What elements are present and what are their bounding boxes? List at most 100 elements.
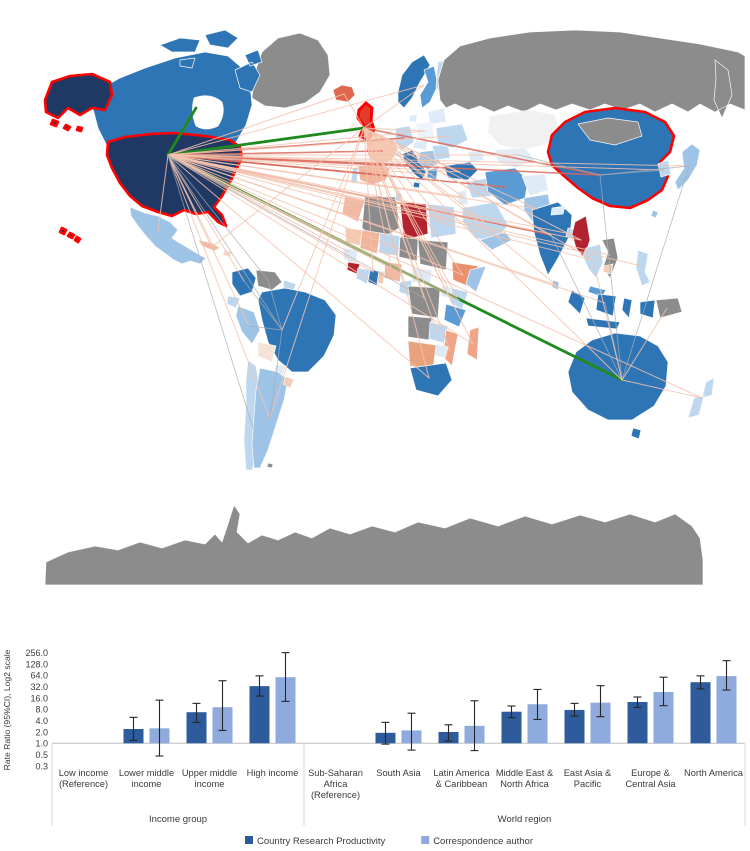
collab-line-uk-srilanka	[363, 127, 557, 286]
error-bar	[659, 676, 668, 707]
x-category-label: Latin America & Caribbean	[433, 768, 490, 789]
error-bar	[507, 705, 516, 719]
collab-line-usa-colombia	[167, 154, 245, 282]
collab-line-uk-nigeria	[363, 127, 392, 269]
collab-line-usa-philippines	[167, 154, 643, 267]
collab-line-uk-argentina	[269, 127, 365, 419]
x-category-label: Sub-Saharan Africa (Reference)	[308, 768, 363, 800]
bar-ca-9	[653, 692, 674, 744]
sweden	[419, 65, 439, 109]
venezuela	[255, 269, 283, 291]
error-bar	[381, 721, 390, 745]
collab-line-australia-india	[550, 234, 623, 381]
collab-line-usa-korea	[167, 154, 665, 171]
collab-line-uk-madagascar	[363, 127, 474, 345]
portugal	[350, 166, 359, 184]
collab-line-usa-kenya	[167, 154, 458, 298]
collab-line-usa-ethiopia	[167, 154, 464, 276]
error-bar	[192, 702, 201, 723]
x-category-label: South Asia	[376, 768, 421, 778]
canada-arctic-islands	[159, 29, 263, 93]
error-bar	[444, 724, 453, 742]
collab-line-usa-iran	[167, 154, 507, 188]
taiwan	[650, 209, 659, 219]
collab-line-uk-ethiopia	[363, 127, 464, 276]
collab-line-usa-ukraine	[167, 135, 452, 156]
world-collaboration-map	[43, 29, 746, 586]
collab-line-usa-pakistan	[167, 154, 538, 210]
collab-line-usa-drc	[167, 154, 425, 299]
bar-crp-2	[186, 712, 207, 744]
y-tick-label: 128.0	[25, 659, 48, 669]
ukraine	[435, 123, 469, 149]
error-bar	[281, 652, 290, 702]
collab-line-uk-brazil	[281, 127, 365, 331]
hawaii	[58, 226, 82, 244]
collab-line-usa-srilanka	[167, 154, 557, 286]
error-bar	[570, 702, 579, 717]
hudson-bay	[192, 95, 224, 130]
collab-line-australia-new_zealand	[621, 379, 703, 399]
collab-line-uk-australia	[363, 127, 623, 381]
x-category-label: Low income (Reference)	[59, 768, 109, 789]
south-africa	[409, 362, 453, 397]
collab-line-uk-kenya	[363, 127, 458, 298]
collab-line-usa-scand	[167, 84, 425, 156]
error-bar	[129, 716, 138, 741]
aleutian-islands	[49, 118, 84, 133]
collab-line-usa-bangladesh	[167, 154, 572, 235]
angola	[407, 315, 433, 341]
x-category-label: East Asia & Pacific	[564, 768, 612, 789]
collab-line-uk-saudi	[363, 127, 485, 223]
error-bar	[533, 688, 542, 721]
legend-swatch	[245, 836, 253, 844]
collab-line-usa-myanmar	[167, 154, 582, 241]
collab-line-usa-poland	[167, 130, 426, 156]
papua-indonesia	[639, 299, 656, 319]
collab-line-usa-peru	[167, 154, 250, 327]
collab-line-usa-south_africa	[167, 154, 430, 379]
bar-crp-3	[249, 686, 270, 744]
legend-item: Country Research Productivity	[245, 836, 386, 847]
legend-item: Correspondence author	[421, 836, 533, 847]
y-tick-label: 64.0	[30, 671, 48, 681]
bar-ca-8	[590, 702, 611, 744]
antarctica	[44, 504, 704, 586]
nepal	[550, 205, 566, 216]
collaboration-lines	[157, 84, 703, 429]
denmark	[408, 113, 418, 123]
collab-line-uk-pakistan	[363, 127, 538, 210]
error-bar	[696, 675, 705, 690]
collab-line-uk-poland	[363, 127, 426, 132]
collab-line-usa-france	[167, 150, 383, 156]
philippines	[635, 249, 651, 287]
mali	[359, 229, 381, 255]
collab-line-brazil-venezuela	[267, 279, 283, 331]
brazil	[257, 287, 337, 373]
collab-line-uk-egypt	[363, 127, 442, 220]
collab-line-usa-turkey	[167, 154, 461, 173]
y-tick-label: 0.5	[35, 750, 48, 760]
collab-line-usa-chile	[167, 154, 254, 429]
collab-line-usa-senegal	[167, 154, 350, 253]
x-category-label: Middle East & North Africa	[496, 768, 554, 789]
collab-line-usa-japan	[167, 154, 690, 167]
error-bar	[218, 680, 227, 731]
y-tick-label: 0.3	[35, 761, 48, 771]
x-category-label: North America	[684, 768, 744, 778]
syria-iraq	[465, 177, 493, 199]
x-category-label: Europe & Central Asia	[625, 768, 676, 789]
y-tick-label: 32.0	[30, 682, 48, 692]
collab-line-usa-brazil	[167, 154, 283, 331]
uruguay	[282, 375, 295, 389]
collab-line-usa-mexico	[157, 154, 169, 232]
collab-line-usa-thailand	[167, 154, 594, 261]
collab-line-uk-scand	[363, 84, 425, 129]
papua-new-guinea	[655, 297, 683, 319]
error-bar	[633, 696, 642, 708]
collab-line-uk-thailand	[363, 127, 594, 261]
bar-crp-8	[564, 709, 585, 744]
error-bar	[596, 685, 605, 718]
x-category-label: Lower middle income	[119, 768, 174, 789]
